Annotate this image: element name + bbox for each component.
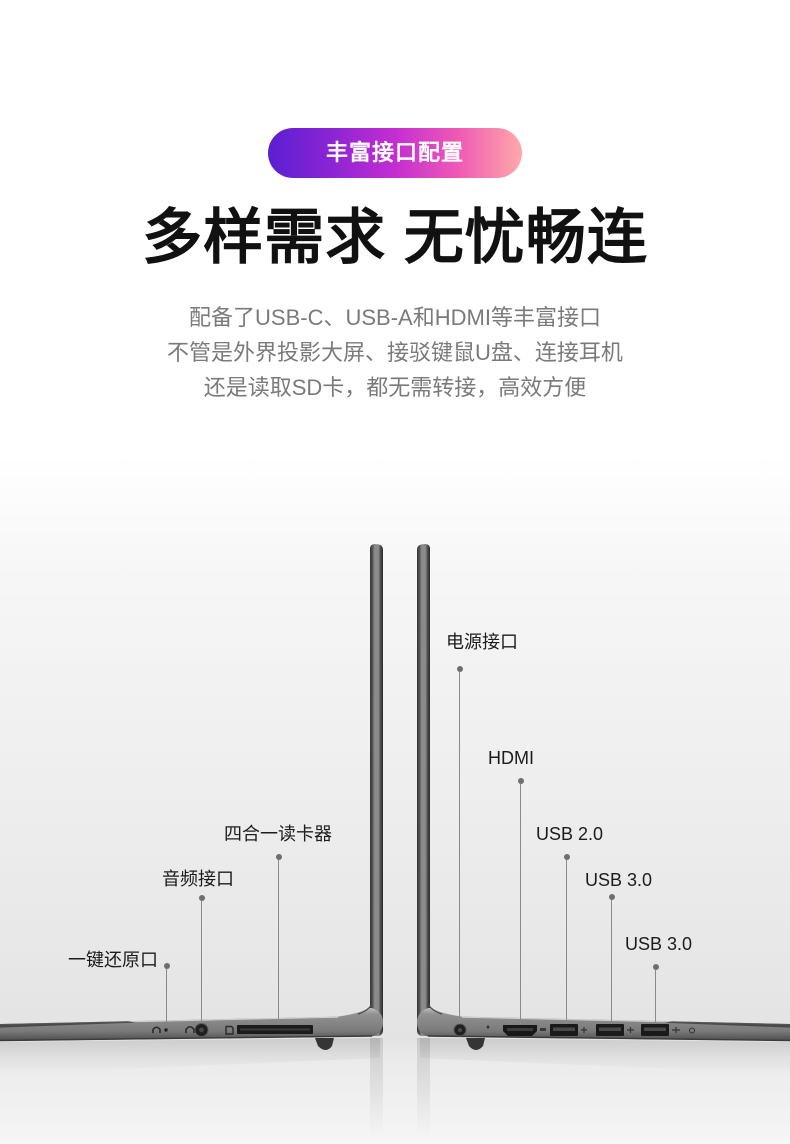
callout-label: USB 3.0 <box>625 934 693 954</box>
usb-3-port-tongue <box>644 1027 666 1031</box>
sd-card-icon <box>225 1025 234 1035</box>
usb-3-port-tongue <box>599 1027 621 1031</box>
lock-slot-icon <box>688 1027 696 1034</box>
power-jack-pin <box>458 1028 462 1032</box>
feature-badge: 丰富接口配置 <box>268 128 522 178</box>
left-hinge-curve <box>357 1003 373 1015</box>
headline: 多样需求 无忧畅连 <box>142 204 648 271</box>
card-reader-slot-inner <box>240 1028 310 1031</box>
right-base-bottom-edge <box>427 1035 790 1042</box>
left-laptop-foot <box>315 1038 334 1050</box>
leader-line <box>278 860 279 1025</box>
leader-dot <box>163 963 170 969</box>
leader-line <box>459 672 460 1024</box>
leader-dot <box>652 964 659 970</box>
usb-2-port-tongue <box>553 1027 575 1031</box>
floor-reflections <box>0 1038 790 1138</box>
leader-dot <box>563 854 570 860</box>
leader-dot <box>275 854 282 860</box>
callout-label: 一键还原口 <box>68 950 158 970</box>
leader-line <box>566 860 567 1024</box>
description-line: 还是读取SD卡，都无需转接，高效方便 <box>203 375 587 400</box>
usb-icon <box>627 1027 634 1033</box>
left-laptop <box>0 544 383 1050</box>
callout-label: USB 3.0 <box>585 870 653 890</box>
description-line: 不管是外界投影大屏、接驳键鼠U盘、连接耳机 <box>167 340 623 365</box>
hdmi-port-inner <box>507 1028 533 1031</box>
right-base-palmrest-edge <box>664 1021 790 1028</box>
left-base-reflection <box>0 1038 380 1074</box>
audio-jack-hole <box>199 1027 204 1033</box>
leader-dot <box>456 666 463 672</box>
recovery-pinhole <box>164 1028 168 1032</box>
right-base-reflection <box>420 1038 790 1074</box>
left-base-bottom-edge <box>0 1035 373 1042</box>
right-lid-reflection <box>417 1038 430 1138</box>
hdmi-icon <box>540 1028 546 1031</box>
callout-label: HDMI <box>488 748 534 768</box>
callout-label: 音频接口 <box>162 869 234 889</box>
description: 配备了USB-C、USB-A和HDMI等丰富接口 不管是外界投影大屏、接驳键鼠U… <box>0 300 790 405</box>
left-lid-reflection <box>370 1038 383 1138</box>
description-line: 配备了USB-C、USB-A和HDMI等丰富接口 <box>189 305 601 330</box>
leader-dot <box>198 895 205 901</box>
callout-label: USB 2.0 <box>536 824 604 844</box>
callout-label: 四合一读卡器 <box>224 824 332 844</box>
right-hinge-curve <box>427 1003 443 1015</box>
left-laptop-lid <box>370 544 383 1036</box>
leader-line <box>655 970 656 1024</box>
leader-line <box>520 784 521 1025</box>
headphone-icon <box>185 1025 195 1033</box>
leader-line <box>611 900 612 1024</box>
leader-dot <box>517 778 524 784</box>
right-laptop <box>417 544 790 1050</box>
right-laptop-lid <box>417 544 430 1036</box>
usb-icon <box>581 1027 587 1033</box>
usb-ss-icon <box>672 1027 680 1033</box>
recovery-icon <box>152 1026 161 1033</box>
right-laptop-foot <box>466 1038 485 1050</box>
leader-dot <box>608 894 615 900</box>
callout-label: 电源接口 <box>446 632 518 652</box>
leader-line <box>166 969 167 1022</box>
left-base-palmrest-edge <box>0 1021 136 1028</box>
status-led <box>486 1025 490 1029</box>
badge-label: 丰富接口配置 <box>325 140 464 165</box>
leader-line <box>201 901 202 1023</box>
